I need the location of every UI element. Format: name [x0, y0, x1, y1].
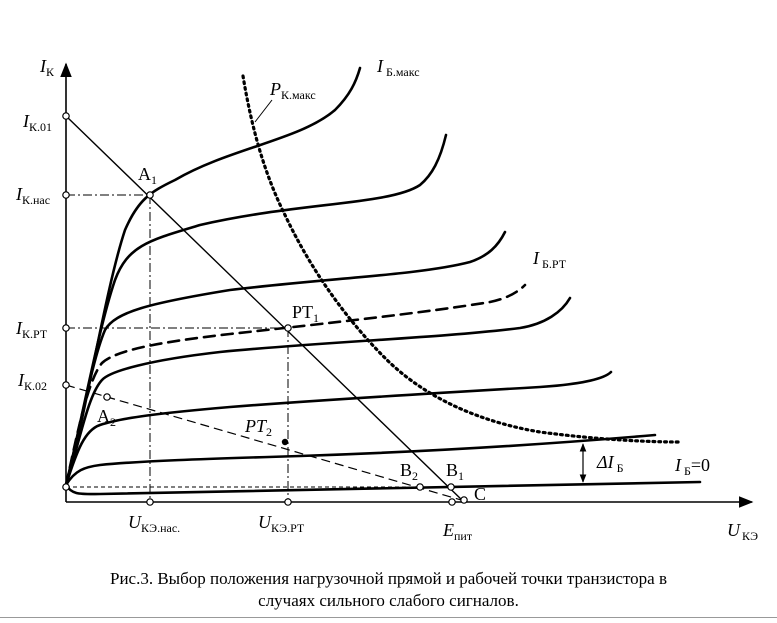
transistor-characteristics-diagram: IК U КЭ IК.01 IК.нас IК.РТ IК.02 UКЭ.нас.… — [15, 56, 758, 543]
label-ib-zero: I Б=0 — [674, 455, 710, 478]
x-tick-uke-nas: UКЭ.нас. — [128, 512, 180, 535]
marker-pt2 — [281, 438, 289, 446]
bottom-divider — [0, 617, 777, 618]
figure-caption: Рис.3. Выбор положения нагрузочной прямо… — [0, 568, 777, 612]
label-pt2: PT2 — [244, 416, 272, 439]
y-tick-ik-rt: IК.РТ — [15, 318, 48, 341]
marker-origin — [62, 483, 70, 491]
caption-line-2: случаях сильного слабого сигналов. — [258, 591, 519, 610]
y-tick-ik02: IК.02 — [17, 370, 47, 393]
marker-uke-rt — [284, 498, 292, 506]
x-axis-label: U КЭ — [727, 520, 758, 543]
label-a1: A1 — [138, 164, 157, 187]
label-a2: A2 — [97, 406, 116, 429]
marker-pt1 — [284, 324, 292, 332]
marker-a2 — [103, 393, 111, 401]
load-line-1 — [65, 115, 465, 503]
label-pk-max: PК.макс — [269, 79, 316, 102]
curve-ib-zero — [64, 480, 702, 496]
label-b1: B1 — [446, 460, 464, 483]
marker-a1 — [146, 191, 154, 199]
label-b2: B2 — [400, 460, 418, 483]
marker-e-pit — [448, 498, 456, 506]
curve-ib-3 — [64, 296, 572, 487]
marker-b1 — [447, 483, 455, 491]
y-tick-ik01: IК.01 — [22, 111, 52, 134]
marker-ik-nas — [62, 191, 70, 199]
load-line-2 — [65, 384, 469, 503]
label-delta-ib: ΔI Б — [596, 452, 624, 475]
marker-ik-rt — [62, 324, 70, 332]
y-axis-label: IК — [39, 56, 55, 79]
label-pt1: PT1 — [292, 302, 319, 325]
label-ib-rt: I Б.РТ — [532, 248, 567, 271]
x-tick-uke-rt: UКЭ.РТ — [258, 512, 305, 535]
marker-ik02 — [62, 381, 70, 389]
marker-uke-nas — [146, 498, 154, 506]
curve-ib-2 — [64, 370, 613, 487]
leader-pk-max — [254, 99, 273, 123]
y-tick-ik-nas: IК.нас — [15, 184, 50, 207]
label-ib-max: I Б.макс — [376, 56, 420, 79]
x-tick-e-pit: Eпит — [442, 520, 473, 543]
curve-ib-rt — [64, 283, 527, 487]
curve-pk-max — [241, 74, 682, 444]
marker-b2 — [416, 483, 424, 491]
curve-ib-4 — [64, 230, 507, 487]
curve-ib-1 — [64, 433, 657, 487]
marker-ik01 — [62, 112, 70, 120]
label-c: C — [474, 484, 486, 504]
marker-c — [460, 496, 468, 504]
caption-line-1: Рис.3. Выбор положения нагрузочной прямо… — [110, 569, 667, 588]
